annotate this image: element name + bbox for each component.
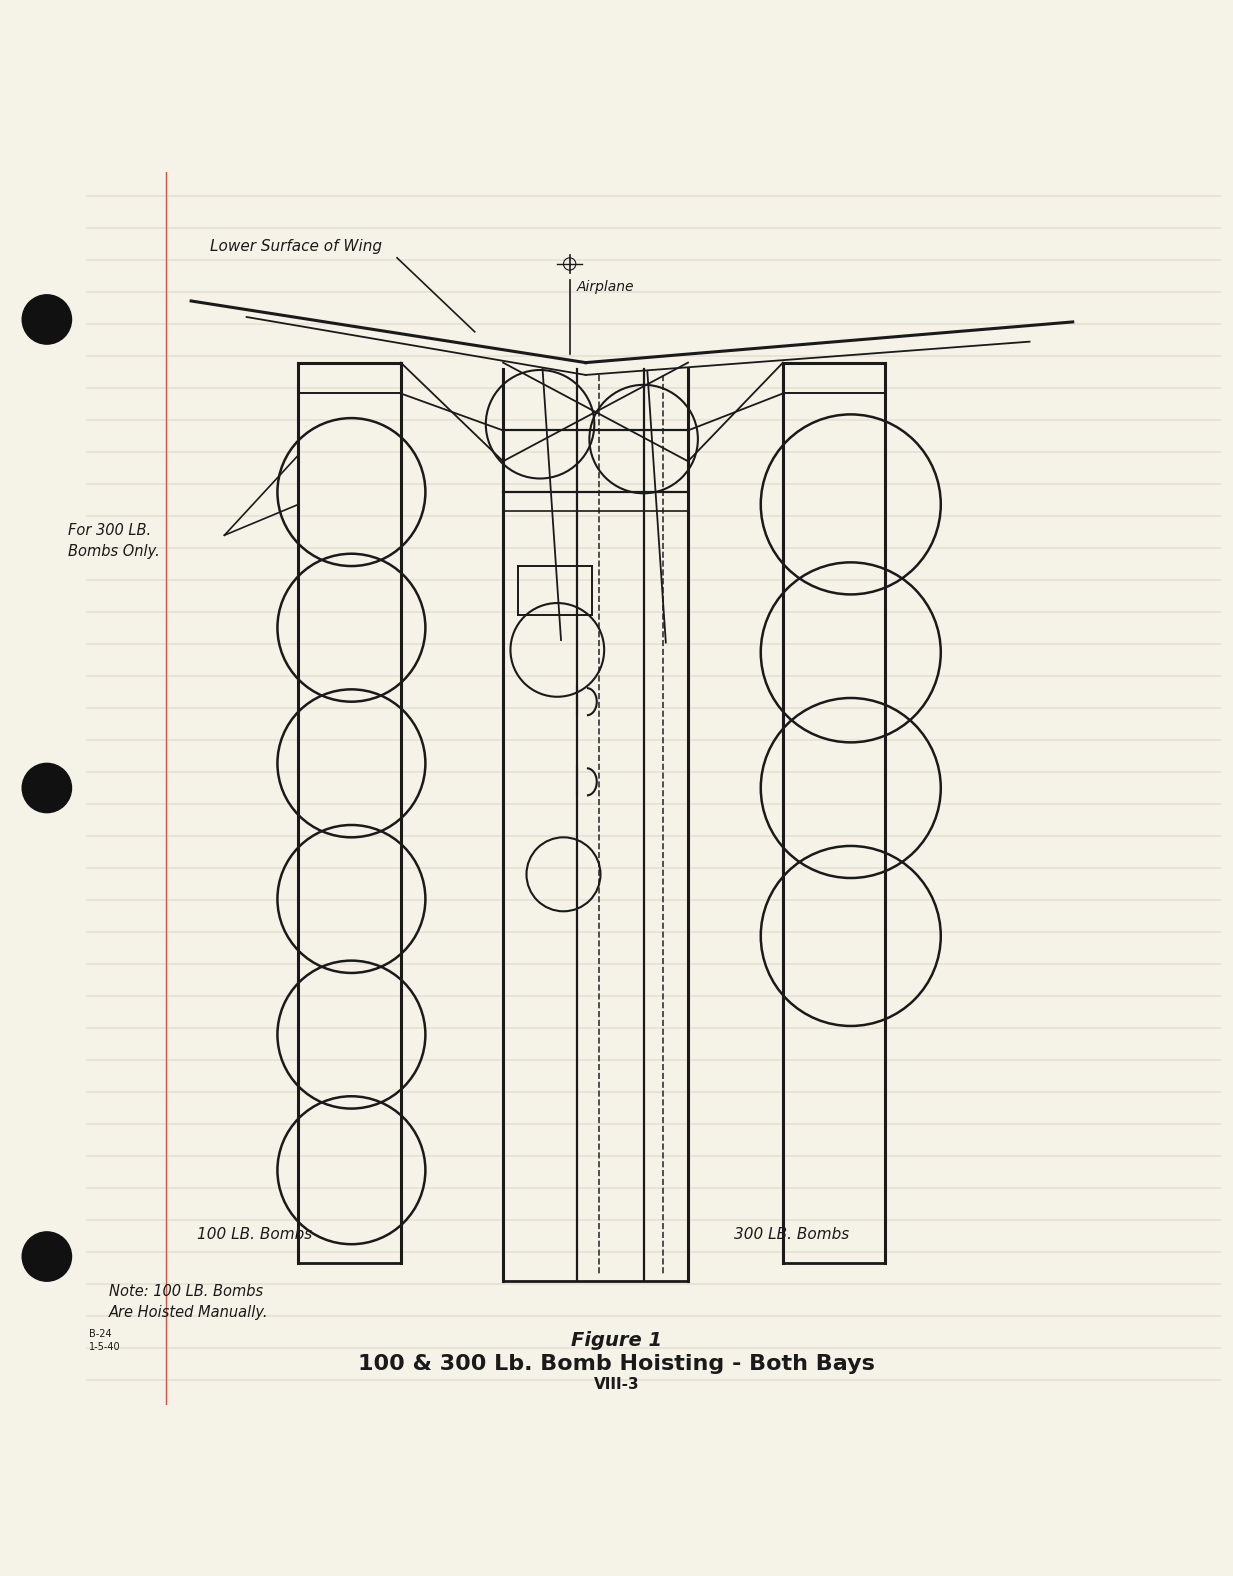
- Circle shape: [22, 763, 72, 813]
- Text: B-24
1-5-40: B-24 1-5-40: [89, 1329, 121, 1352]
- Text: 300 LB. Bombs: 300 LB. Bombs: [734, 1226, 848, 1242]
- Text: Figure 1: Figure 1: [571, 1330, 662, 1351]
- Text: For 300 LB.
Bombs Only.: For 300 LB. Bombs Only.: [68, 523, 159, 559]
- Text: 100 LB. Bombs: 100 LB. Bombs: [197, 1226, 312, 1242]
- Text: Note: 100 LB. Bombs
Are Hoisted Manually.: Note: 100 LB. Bombs Are Hoisted Manually…: [109, 1284, 268, 1319]
- Circle shape: [22, 295, 72, 344]
- Text: VIII-3: VIII-3: [593, 1377, 640, 1392]
- Circle shape: [22, 1232, 72, 1281]
- Text: Lower Surface of Wing: Lower Surface of Wing: [210, 240, 381, 254]
- Text: 100 & 300 Lb. Bomb Hoisting - Both Bays: 100 & 300 Lb. Bomb Hoisting - Both Bays: [358, 1354, 875, 1374]
- Text: Airplane: Airplane: [577, 281, 635, 295]
